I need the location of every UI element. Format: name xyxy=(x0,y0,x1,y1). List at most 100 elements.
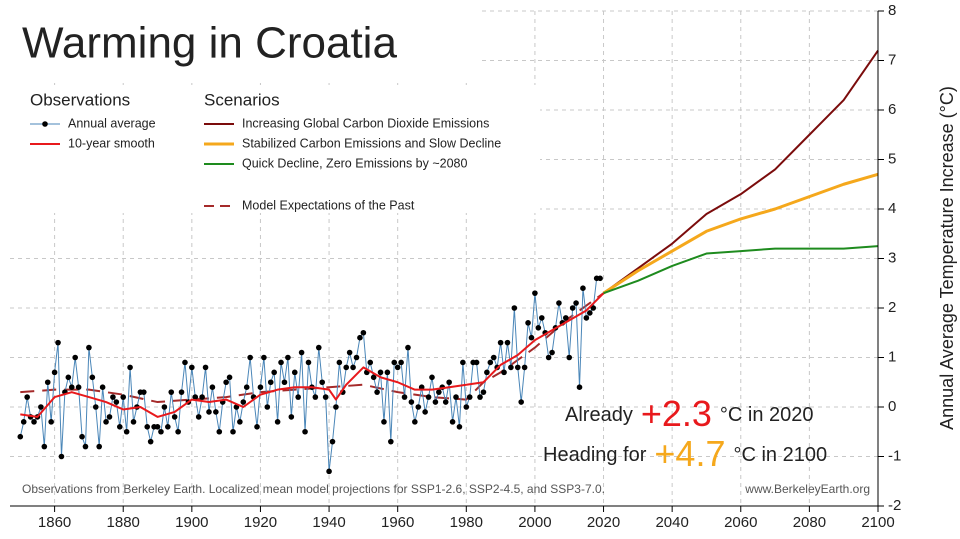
y-tick-label: 6 xyxy=(888,101,896,118)
data-point xyxy=(141,389,147,395)
legend-label: Quick Decline, Zero Emissions by ~2080 xyxy=(242,156,467,170)
y-tick-label: 5 xyxy=(888,150,896,167)
data-point xyxy=(240,399,247,405)
title-background xyxy=(8,10,478,80)
annotation-value: +2.3 xyxy=(641,393,712,434)
data-point xyxy=(92,404,99,410)
data-point xyxy=(41,443,48,450)
data-point xyxy=(44,379,51,386)
data-point xyxy=(175,428,181,435)
data-point xyxy=(473,359,480,366)
data-point xyxy=(556,300,562,306)
data-point xyxy=(405,344,411,351)
data-point xyxy=(408,399,415,405)
data-point xyxy=(278,359,284,366)
data-point xyxy=(168,389,175,395)
data-point xyxy=(302,428,308,435)
x-tick-label: 1960 xyxy=(381,514,414,531)
data-point xyxy=(374,389,380,395)
data-point xyxy=(165,424,171,430)
x-tick-label: 1860 xyxy=(38,514,71,531)
data-point xyxy=(158,428,164,435)
legend-heading: Scenarios xyxy=(204,90,280,109)
data-point xyxy=(346,349,353,356)
annotation-text: Heading for xyxy=(543,444,647,466)
legend-label: Stabilized Carbon Emissions and Slow Dec… xyxy=(242,136,501,150)
annotation: Heading for +4.7 °C in 2100 xyxy=(543,433,827,474)
data-point xyxy=(116,424,123,430)
data-point xyxy=(285,354,291,361)
data-point xyxy=(511,305,518,311)
data-point xyxy=(446,379,452,386)
data-point xyxy=(243,384,250,391)
data-point xyxy=(394,364,401,371)
data-point xyxy=(322,394,329,400)
data-point xyxy=(319,379,326,386)
data-point xyxy=(82,443,89,450)
data-point xyxy=(291,369,298,376)
y-tick-label: 0 xyxy=(888,398,896,415)
data-point xyxy=(298,349,305,356)
data-point xyxy=(583,315,590,321)
x-tick-label: 2040 xyxy=(655,514,688,531)
data-point xyxy=(254,424,260,430)
data-point xyxy=(86,344,92,351)
data-point xyxy=(549,349,555,356)
data-point xyxy=(223,379,229,386)
data-point xyxy=(357,334,363,341)
data-point xyxy=(17,433,24,440)
data-point xyxy=(504,339,511,346)
data-point xyxy=(480,389,487,395)
y-tick-label: 8 xyxy=(888,2,896,19)
data-point xyxy=(68,384,75,391)
annotation: Already +2.3 °C in 2020 xyxy=(565,393,814,434)
series-line xyxy=(20,292,605,404)
data-point xyxy=(257,384,264,391)
data-point xyxy=(281,379,288,386)
data-point xyxy=(329,438,336,445)
data-point xyxy=(103,419,109,425)
data-point xyxy=(456,424,463,430)
data-point xyxy=(343,364,350,371)
data-point xyxy=(226,374,233,381)
data-point xyxy=(367,359,374,366)
x-tick-label: 2020 xyxy=(587,514,620,531)
data-point xyxy=(20,419,27,425)
data-point xyxy=(113,399,120,405)
annotation-text: °C in 2020 xyxy=(720,404,814,426)
data-point xyxy=(72,354,78,361)
data-point xyxy=(261,354,267,361)
data-point xyxy=(460,359,466,366)
data-point xyxy=(288,414,295,420)
legend: Annual average 10-year smooth Increasing G… xyxy=(30,116,501,212)
data-point xyxy=(521,364,528,371)
data-point xyxy=(182,359,188,366)
data-point xyxy=(590,305,597,311)
series-line xyxy=(602,172,879,295)
data-point xyxy=(264,404,271,410)
data-point xyxy=(271,369,277,376)
y-tick-label: 3 xyxy=(888,249,896,266)
x-tick-label: 1880 xyxy=(107,514,140,531)
data-point xyxy=(514,364,521,371)
data-point xyxy=(388,438,394,445)
data-point xyxy=(391,359,398,366)
x-tick-label: 1920 xyxy=(244,514,277,531)
annotation-value: +4.7 xyxy=(654,433,725,474)
data-point xyxy=(120,394,127,400)
data-point xyxy=(213,409,219,415)
data-point xyxy=(566,354,573,361)
data-point xyxy=(501,369,507,376)
chart-title: Warming in Croatia xyxy=(22,19,397,68)
data-point xyxy=(353,354,360,361)
data-point xyxy=(436,389,442,395)
data-point xyxy=(587,310,593,316)
data-point xyxy=(79,433,85,440)
data-point xyxy=(31,419,37,425)
data-point xyxy=(477,394,483,400)
x-tick-label: 1900 xyxy=(175,514,208,531)
data-point xyxy=(532,290,538,296)
data-point xyxy=(295,394,301,400)
data-point xyxy=(384,369,391,376)
